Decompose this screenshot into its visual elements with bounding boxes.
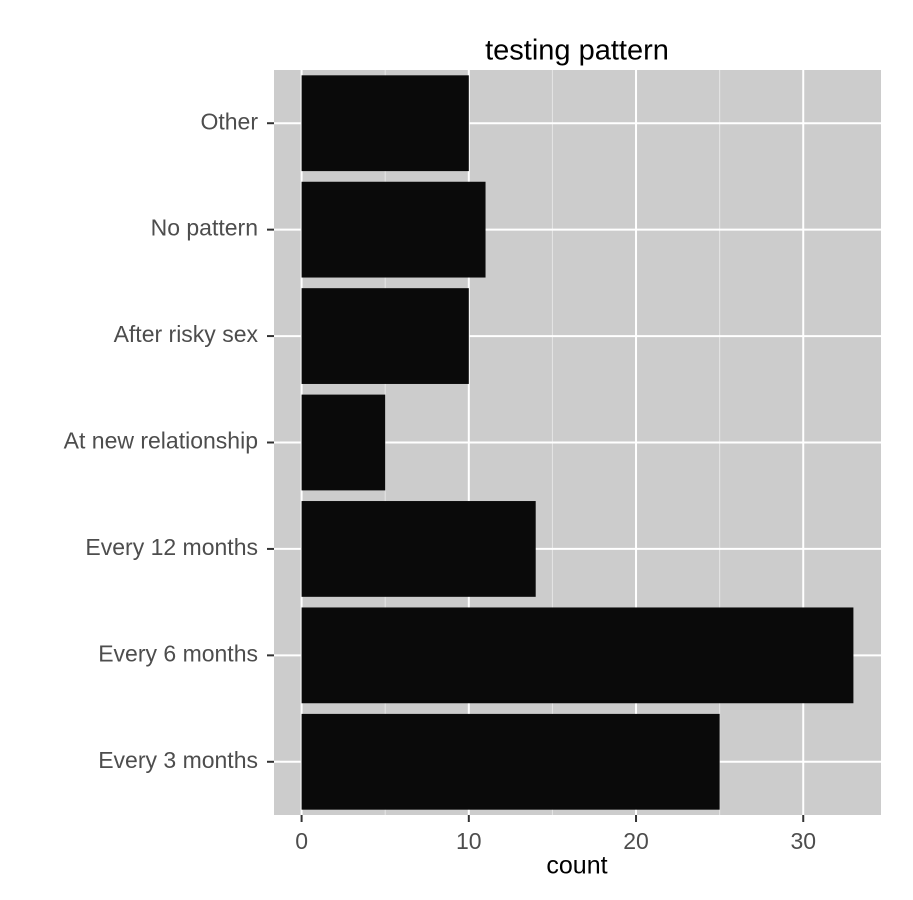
x-axis-label: count — [546, 852, 607, 880]
y-tick-label: After risky sex — [114, 321, 259, 347]
chart-title: testing pattern — [485, 35, 669, 67]
y-tick-label: Every 6 months — [98, 640, 258, 666]
bar — [301, 75, 469, 172]
x-tick-label: 20 — [623, 828, 649, 854]
bar — [301, 607, 854, 704]
x-tick-label: 10 — [456, 828, 482, 854]
bar — [301, 394, 386, 491]
y-tick-label: No pattern — [151, 215, 258, 241]
bar — [301, 501, 536, 597]
y-tick-label: Other — [200, 108, 258, 134]
bar — [301, 288, 469, 384]
y-tick-label: Every 3 months — [98, 747, 258, 773]
x-tick-label: 30 — [790, 828, 816, 854]
y-tick-label: At new relationship — [64, 428, 258, 454]
x-tick-label: 0 — [295, 828, 308, 854]
bar — [301, 181, 486, 278]
y-tick-label: Every 12 months — [85, 534, 258, 560]
bar — [301, 713, 720, 810]
